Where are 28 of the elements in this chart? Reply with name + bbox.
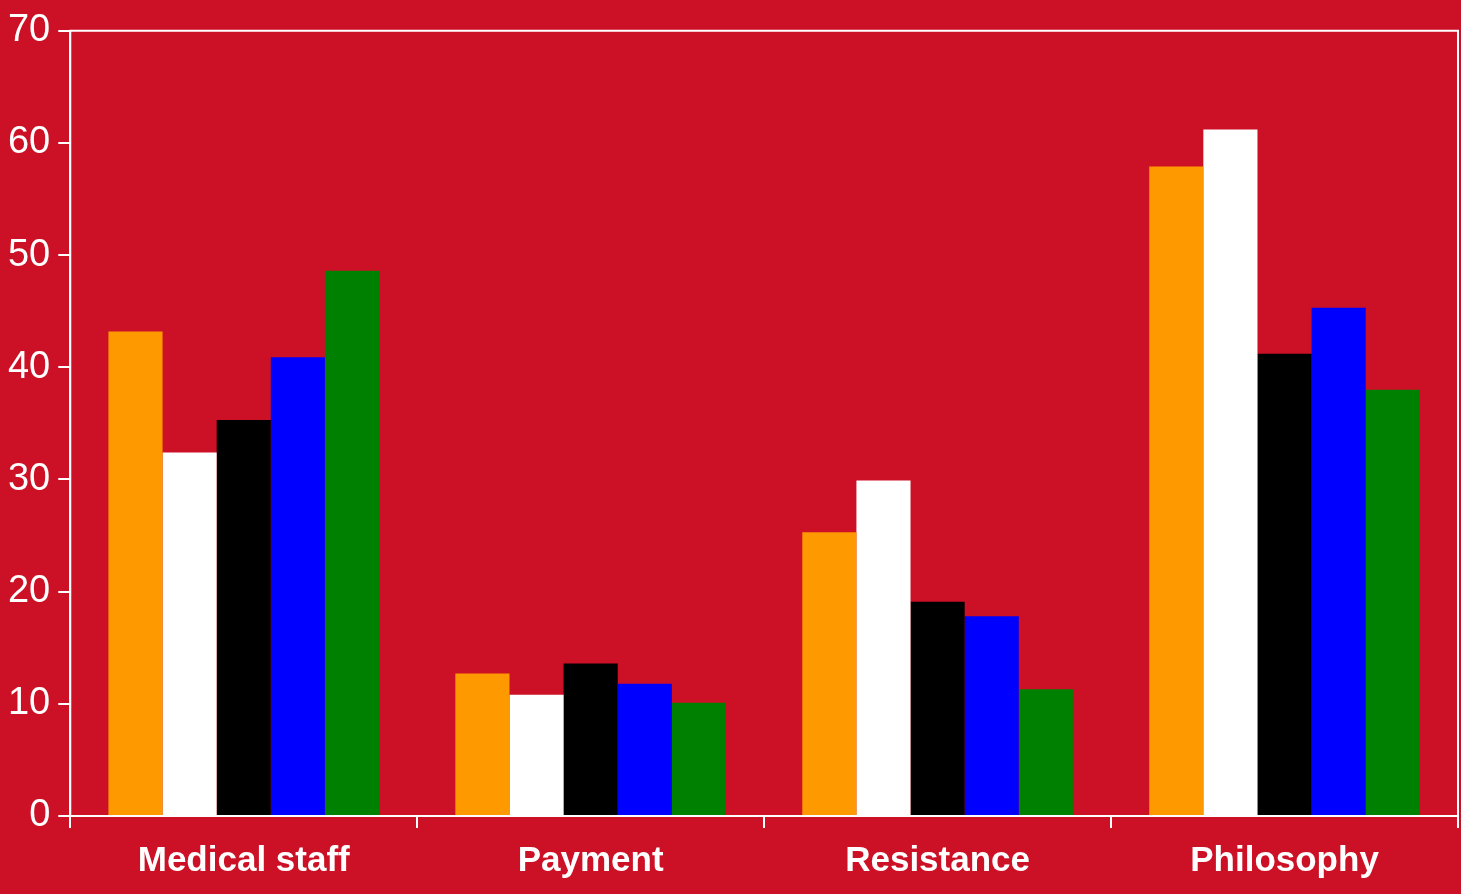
y-tick-label: 30	[7, 455, 51, 498]
x-tick-label: Resistance	[845, 838, 1031, 878]
bar	[617, 683, 672, 815]
bar	[324, 270, 380, 815]
bar	[910, 601, 965, 815]
y-tick-label: 0	[29, 792, 51, 835]
bar	[1257, 353, 1312, 815]
bar	[455, 673, 510, 815]
y-tick-label: 20	[7, 568, 51, 611]
bar	[108, 331, 163, 815]
y-tick-label: 40	[7, 343, 51, 386]
y-tick-label: 70	[7, 7, 51, 50]
y-tick-label: 10	[7, 680, 51, 723]
x-tick-label: Medical staff	[137, 838, 351, 878]
bar	[671, 702, 726, 815]
x-tick-label: Payment	[517, 838, 664, 878]
bar	[1149, 166, 1204, 815]
bar	[1018, 689, 1073, 815]
y-tick-label: 60	[7, 119, 51, 162]
bar	[270, 357, 325, 815]
bar	[1311, 307, 1366, 815]
bar	[802, 532, 857, 815]
bar	[964, 616, 1019, 815]
bar	[1365, 389, 1420, 815]
x-tick-label: Philosophy	[1190, 838, 1380, 878]
y-tick-label: 50	[7, 231, 51, 274]
bar	[563, 663, 618, 815]
bar	[216, 420, 271, 815]
